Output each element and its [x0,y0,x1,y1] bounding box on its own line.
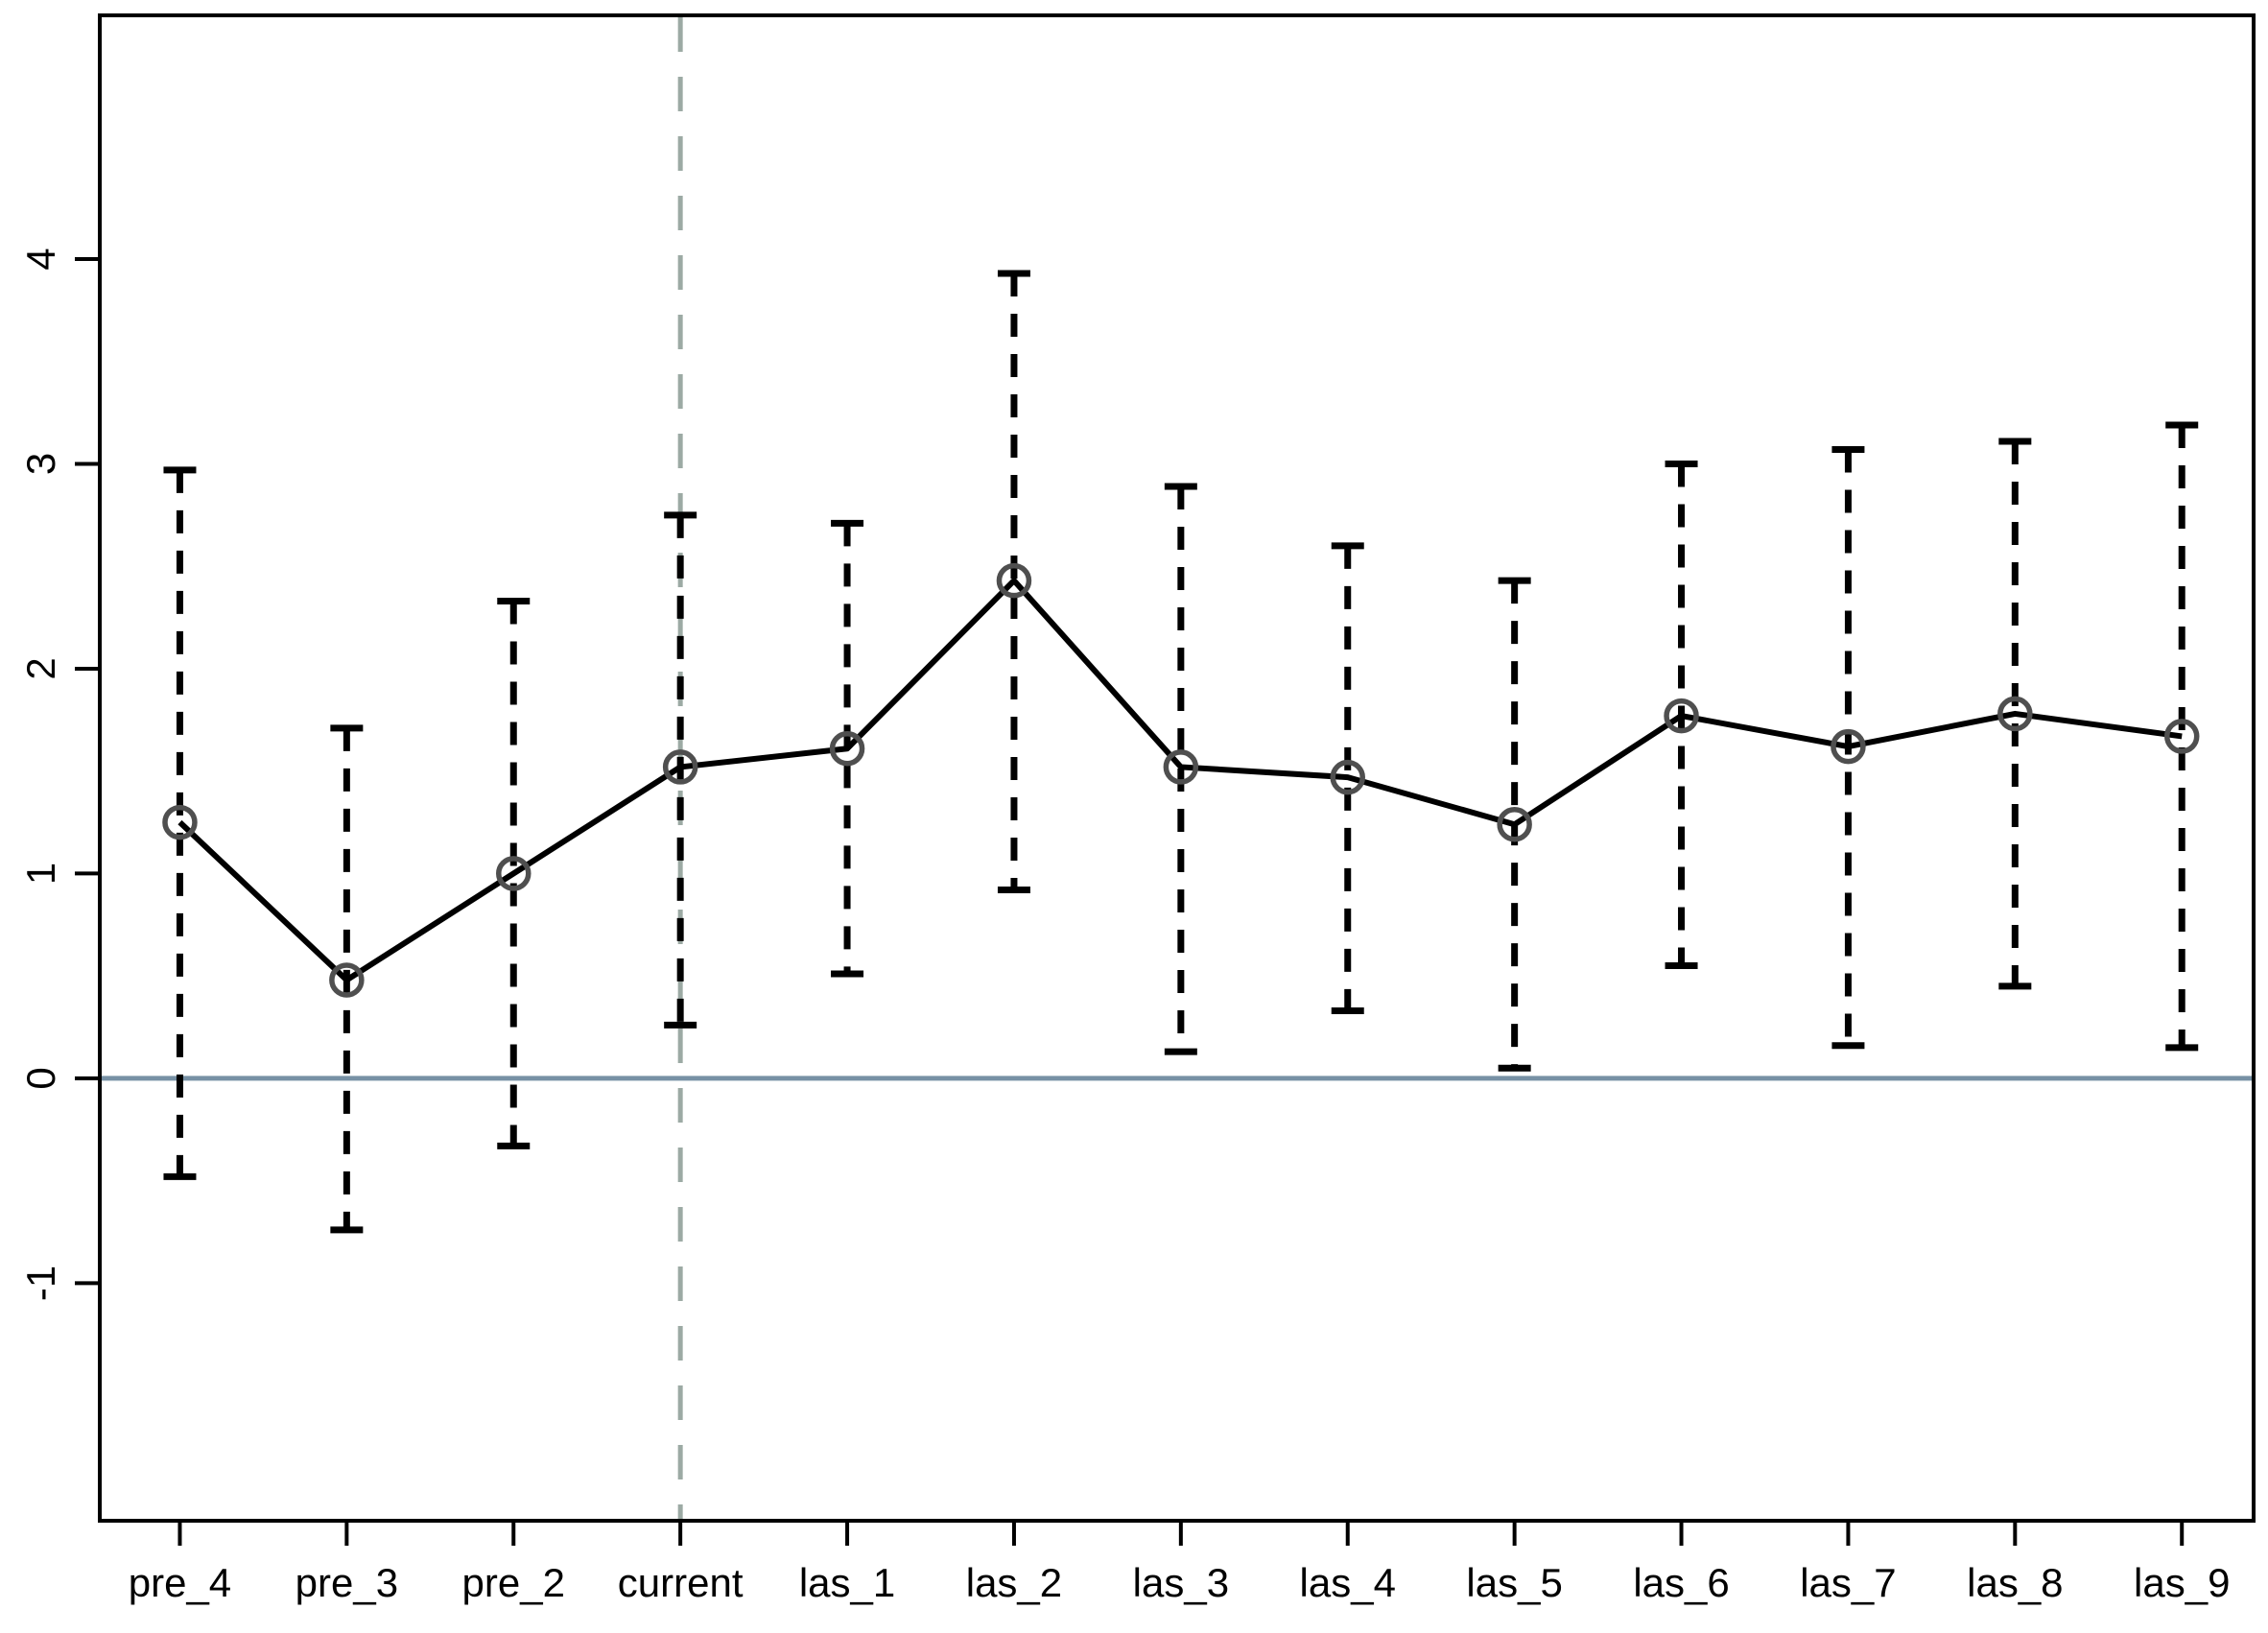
y-tick-label--1: -1 [18,1266,63,1301]
x-tick-label-pre_4: pre_4 [129,1560,231,1605]
data-point-marker-las_5 [1497,806,1532,842]
x-tick-label-las_8: las_8 [1967,1560,2063,1605]
x-tick-label-las_5: las_5 [1466,1560,1562,1605]
estimate-series-line [177,578,2183,983]
data-point-marker-pre_4 [162,804,198,840]
markers-layer [162,562,2200,998]
x-tick-label-pre_2: pre_2 [462,1560,565,1605]
data-point-marker-las_1 [829,730,865,767]
x-tick-label-las_4: las_4 [1300,1560,1396,1605]
data-point-marker-pre_2 [496,856,532,891]
y-tick-label-0: 0 [18,1067,63,1089]
data-point-marker-las_4 [1330,759,1365,795]
x-tick-label-las_1: las_1 [799,1560,895,1605]
x-tick-label-las_7: las_7 [1800,1560,1896,1605]
y-tick-label-3: 3 [18,453,63,475]
x-tick-label-las_2: las_2 [966,1560,1062,1605]
data-point-marker-las_3 [1163,749,1199,785]
data-point-marker-las_9 [2163,719,2200,754]
x-axis-layer: pre_4 pre_3 pre_2 current las_1 las_2 las_3 las… [129,1521,2230,1605]
data-point-marker-las_2 [996,562,1032,599]
data-point-marker-las_6 [1664,698,1699,734]
data-point-marker-las_8 [1997,696,2033,732]
data-point-marker-pre_3 [329,962,365,998]
y-tick-label-2: 2 [18,657,63,679]
x-tick-label-pre_3: pre_3 [295,1560,398,1605]
y-axis-layer: -1 0 1 2 3 4 [18,248,100,1301]
x-tick-label-current: current [618,1560,744,1605]
x-tick-label-las_6: las_6 [1633,1560,1729,1605]
data-point-marker-las_7 [1831,728,1866,765]
data-point-marker-current [662,749,698,785]
y-tick-label-1: 1 [18,863,63,885]
y-tick-label-4: 4 [18,248,63,270]
x-tick-label-las_9: las_9 [2134,1560,2230,1605]
plot-box [98,13,2256,1523]
x-tick-label-las_3: las_3 [1133,1560,1229,1605]
